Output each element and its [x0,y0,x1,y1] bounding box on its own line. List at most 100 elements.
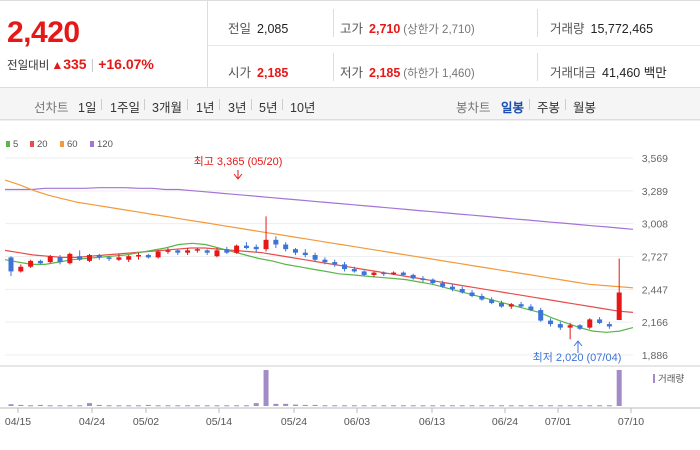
x-tick-label: 05/02 [133,416,159,428]
period-1y-button[interactable]: 1년 [196,101,215,115]
candle [47,255,53,264]
current-price: 2,420 [7,16,80,49]
volume-bar [420,405,426,407]
x-tick-label: 05/14 [206,416,232,428]
candle [518,301,524,308]
candle-monthly-button[interactable]: 월봉 [573,101,597,115]
divider [208,45,700,46]
candle [136,252,142,260]
candle [214,248,220,258]
period-10y-button[interactable]: 10년 [290,101,316,115]
volume-bar [8,404,14,406]
y-tick-label: 3,008 [642,219,668,231]
stat-volume: 거래량 15,772,465 [550,22,654,36]
legend-label: 60 [67,139,78,150]
volume-bar [587,405,593,407]
period-1w-button[interactable]: 1주일 [110,101,140,115]
candle-weekly-button[interactable]: 주봉 [537,101,561,115]
volume-bar [136,405,142,407]
legend-swatch [6,141,10,147]
stat-low: 저가 2,185 (하한가 1,460) [340,66,475,80]
candle [67,252,73,265]
candle [508,303,514,309]
y-tick-label: 1,886 [642,350,668,362]
volume-bar [332,405,338,407]
candle [86,253,92,263]
x-tick-label: 07/10 [618,416,644,428]
candle-chart-label: 봉차트 [456,101,491,115]
chart-annotations: 최고 3,365 (05/20) 최저 2,020 (07/04) 거래량 [194,155,685,385]
candle [37,259,43,265]
y-tick-label: 3,289 [642,186,668,198]
candle [194,248,200,253]
moving-average-lines [4,179,634,333]
candle [587,318,593,329]
volume-bar [449,405,455,407]
candle [273,236,279,249]
volume-bar [479,405,485,407]
chart-toolbar: 선차트 1일 1주일 3개월 1년 3년 5년 10년 봉차트 일봉 주봉 월봉 [0,88,700,120]
legend-swatch [60,141,64,147]
volume-legend-swatch [653,374,655,383]
candle [420,276,426,282]
period-5y-button[interactable]: 5년 [259,101,278,115]
divider [101,99,102,110]
candle [430,278,436,285]
volume-bar [204,405,210,407]
volume-bar [243,405,249,407]
volume-bar [577,405,583,407]
legend-label: 5 [13,139,18,150]
candle [18,264,24,273]
candle [469,290,475,298]
volume-bar [597,405,603,407]
volume-bar [234,405,240,407]
x-tick-label: 04/15 [5,416,31,428]
candle [185,248,191,256]
volume-bar [391,405,397,407]
period-1d-button[interactable]: 1일 [78,101,97,115]
divider [537,53,538,81]
volume-bar [489,405,495,407]
candle [155,250,161,259]
y-tick-label: 2,447 [642,284,668,296]
candle [292,248,298,256]
candle [479,293,485,301]
low-arrow-icon [573,340,583,353]
volume-bar [381,405,387,407]
volume-bar [342,405,348,407]
volume-bar [616,370,622,406]
change-separator: | [90,56,95,72]
volume-bar [253,403,259,406]
candle [459,286,465,294]
volume-bar [498,405,504,407]
y-axis-labels: 3,569 3,289 3,008 2,727 2,447 2,166 1,886 [642,153,668,362]
x-tick-label: 06/24 [492,416,518,428]
candle [557,321,563,330]
ma20-line [4,247,634,313]
volume-bar [538,405,544,407]
volume-bar [86,403,92,406]
x-tick-label: 06/03 [344,416,370,428]
stock-chart[interactable]: 5 20 60 120 3,569 3,289 3,008 2,727 2,447 2,166 1… [0,120,700,450]
period-3m-button[interactable]: 3개월 [152,101,182,115]
candle [498,300,504,308]
period-3y-button[interactable]: 3년 [228,101,247,115]
candle [567,322,573,340]
candle [391,271,397,275]
candle [597,317,603,325]
volume-bar [126,405,132,407]
legend-swatch [30,141,34,147]
divider [333,53,334,81]
volume-bar [371,405,377,407]
candle [145,253,151,259]
candle [322,257,328,265]
volume-bar [175,405,181,407]
volume-bar [273,403,279,406]
volume-bar [283,403,289,406]
candle [351,266,357,273]
candle-daily-button[interactable]: 일봉 [501,101,525,115]
volume-bar [351,405,357,407]
volume-bar [145,404,151,406]
candle [449,284,455,292]
candle [243,242,249,250]
